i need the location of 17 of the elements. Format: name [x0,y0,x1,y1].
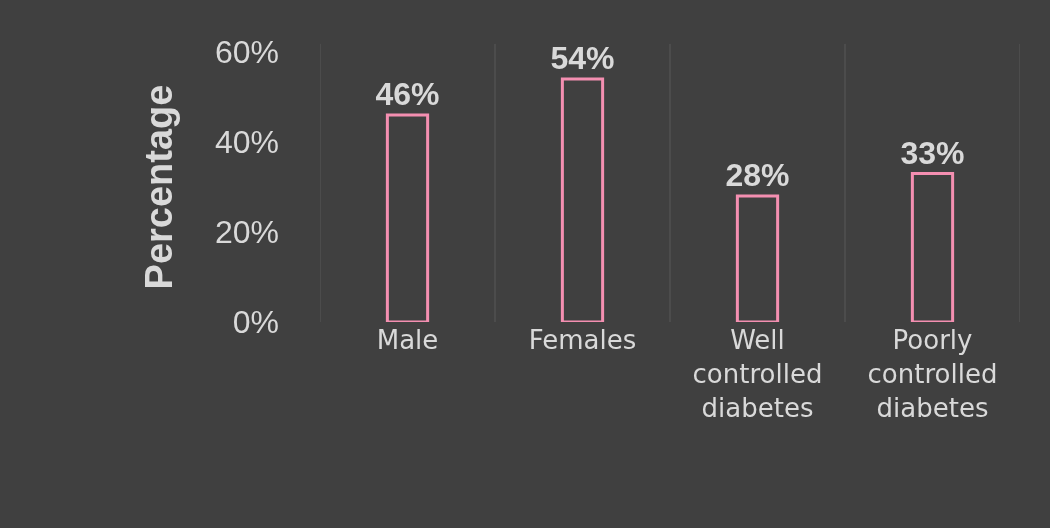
x-tick-label: Male [376,325,439,355]
y-tick-label: 0% [232,304,279,341]
y-tick-label: 20% [214,214,279,251]
data-label: 54% [550,40,615,76]
x-tick-label: Well controlled diabetes [692,325,823,423]
x-tick-label: Poorly controlled diabetes [867,325,998,423]
data-label: 28% [725,157,790,193]
y-axis-title: Percentage [138,84,181,290]
x-tick-label: Females [528,325,637,355]
bar [385,113,430,322]
bar [560,77,605,322]
y-tick-label: 60% [214,34,279,71]
bar [910,172,955,322]
bar [735,194,780,322]
data-label: 46% [375,76,440,112]
y-tick-label: 40% [214,124,279,161]
data-label: 33% [900,134,965,171]
